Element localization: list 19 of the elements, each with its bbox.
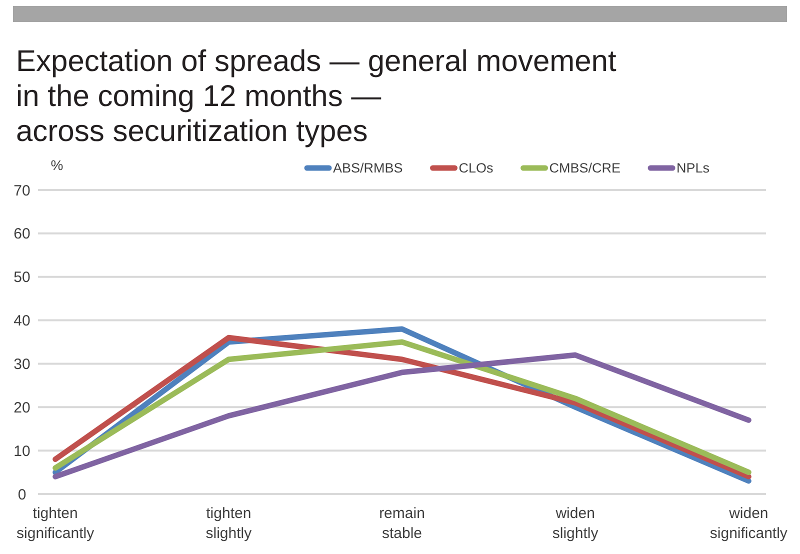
y-tick-label: 30 [14, 356, 30, 373]
y-tick-label: 50 [14, 269, 30, 286]
legend-label: NPLs [676, 160, 710, 176]
chart-title: Expectation of spreads — general movement in the coming 12 months — across securitization types [16, 45, 617, 148]
y-tick-label: 70 [14, 182, 30, 200]
y-tick-label: 60 [14, 226, 30, 243]
x-tick-label: widen significantly [710, 505, 788, 542]
x-tick-label: remain stable [379, 505, 425, 542]
legend-label: CLOs [458, 160, 494, 176]
y-tick-label: 20 [14, 399, 30, 416]
legend-label: ABS/RMBS [333, 160, 403, 176]
y-tick-label: 40 [14, 312, 30, 330]
x-tick-label: tighten slightly [206, 505, 252, 542]
x-tick-label: widen slightly [552, 505, 599, 542]
y-axis-title: % [50, 156, 64, 173]
y-tick-label: 0 [18, 486, 26, 504]
legend-label: CMBS/CRE [549, 160, 621, 176]
x-tick-label: tighten significantly [16, 505, 95, 542]
y-tick-label: 10 [14, 442, 30, 460]
